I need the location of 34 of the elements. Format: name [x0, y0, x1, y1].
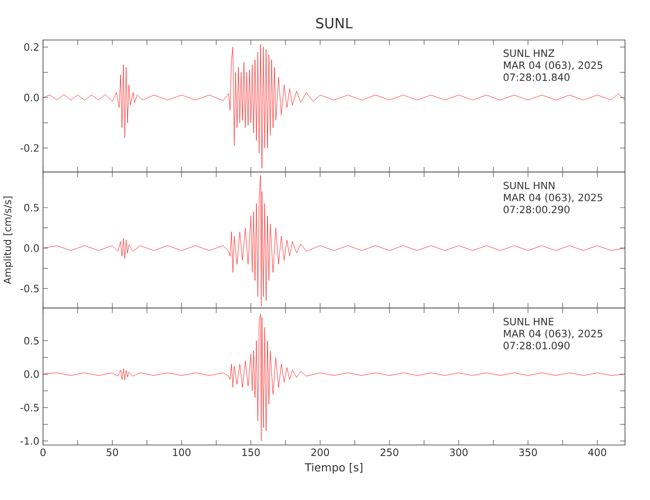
annotation: MAR 04 (063), 2025 [504, 61, 602, 70]
line-series [43, 44, 625, 168]
annotation: SUNL HNE [504, 318, 554, 326]
x-tick-label: 300 [450, 448, 468, 456]
x-axis-title: Tiempo [s] [304, 462, 362, 474]
y-tick-label: 0.0 [24, 94, 39, 102]
annotation: SUNL HNZ [504, 49, 554, 57]
y-tick-label: 0.0 [24, 244, 39, 252]
x-tick-label: 400 [588, 448, 606, 456]
y-tick-label: -0.5 [20, 284, 39, 292]
x-tick-label: 150 [242, 448, 260, 456]
annotation: MAR 04 (063), 2025 [504, 194, 602, 202]
line-series [43, 175, 625, 307]
annotation: 07:28:00.290 [504, 206, 570, 214]
y-tick-label: 0.2 [24, 43, 38, 51]
annotation: 07:28:01.840 [504, 73, 570, 81]
y-axis-title: Amplitud [cm/s/s] [3, 196, 14, 284]
x-tick-label: 250 [380, 448, 398, 456]
y-tick-label: -0.5 [20, 404, 39, 412]
y-tick-label: -1.0 [20, 437, 39, 445]
x-tick-label: 0 [40, 448, 46, 456]
y-tick-label: 0.0 [24, 370, 39, 378]
chart-title: SUNL [316, 18, 353, 28]
line-series [43, 314, 625, 442]
annotation: MAR 04 (063), 2025 [504, 330, 602, 339]
annotation: 07:28:01.090 [504, 342, 570, 350]
y-tick-label: 0.5 [24, 204, 39, 212]
x-tick-label: 100 [173, 448, 190, 456]
annotation: SUNL HNN [504, 182, 554, 190]
x-tick-label: 350 [519, 448, 537, 456]
y-tick-label: 0.5 [24, 336, 39, 345]
x-tick-label: 200 [311, 448, 330, 456]
x-tick-label: 50 [106, 448, 118, 456]
y-tick-label: -0.2 [20, 144, 38, 152]
